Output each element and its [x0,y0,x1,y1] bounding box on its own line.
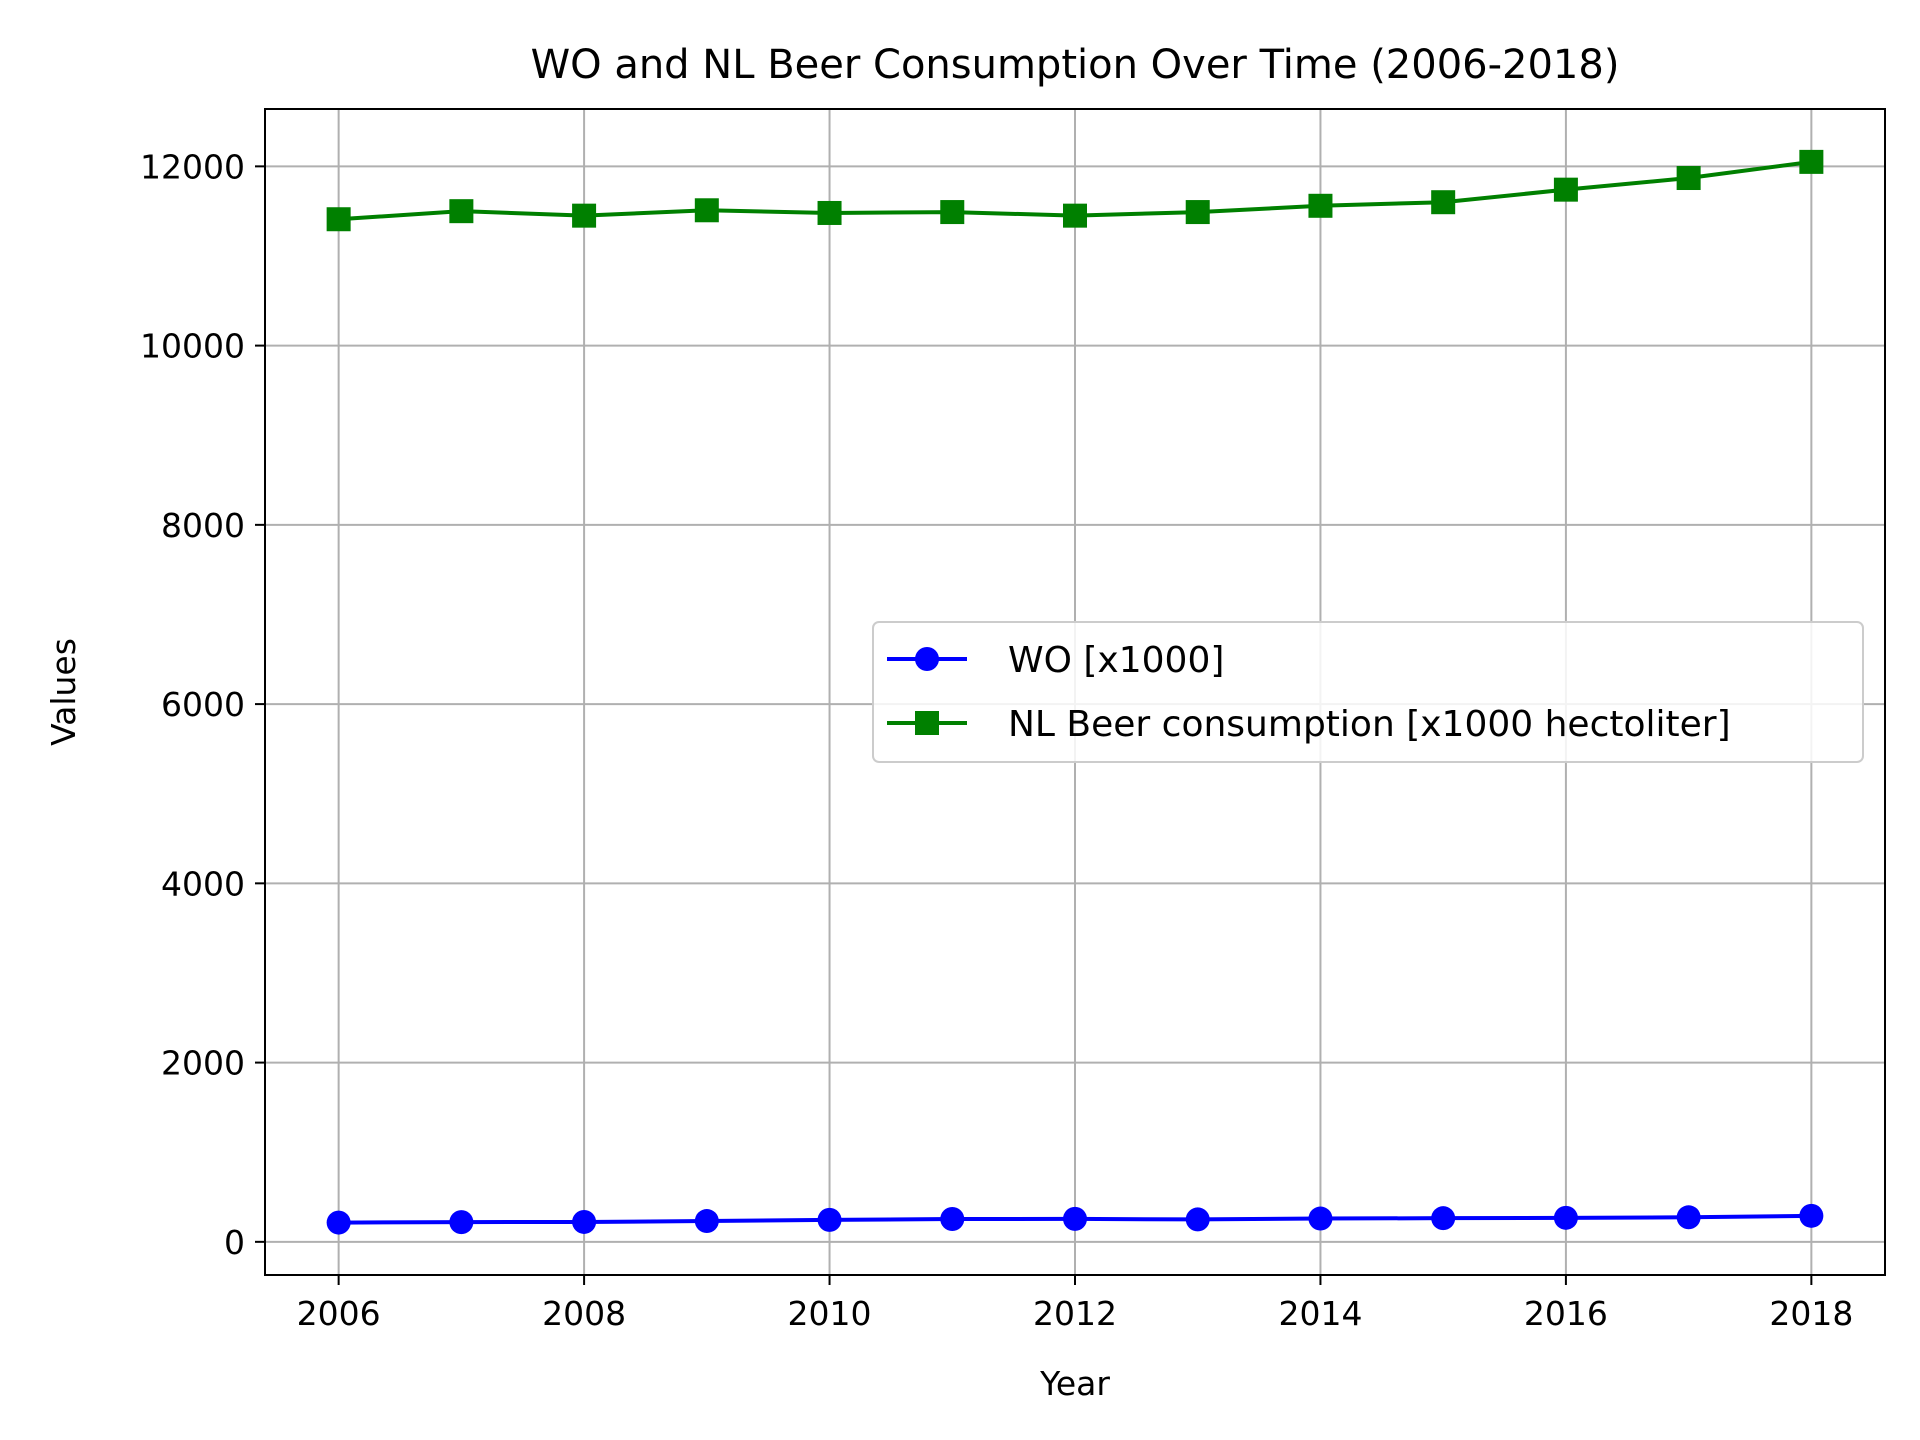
y-tick-label: 4000 [161,864,245,903]
x-axis-ticks: 2006 2008 2010 2012 2014 2016 2018 [297,1275,1853,1333]
x-tick-label: 2016 [1524,1294,1608,1333]
x-tick-label: 2006 [297,1294,381,1333]
y-tick-label: 0 [224,1223,245,1262]
legend-entry-nl-beer: NL Beer consumption [x1000 hectoliter] [887,704,1731,745]
data-point-circle [1799,1203,1824,1228]
legend-box [872,621,1864,763]
legend-marker-circle [915,647,939,671]
data-point-circle [572,1209,597,1234]
data-point-circle [1185,1207,1210,1232]
data-point-circle [817,1207,842,1232]
data-point-circle [1431,1206,1456,1231]
legend-entry-wo: WO [x1000] [887,640,1224,681]
data-point-square [1676,166,1701,191]
series-nl-beer [326,149,1824,232]
series-group [326,149,1824,1235]
data-point-square [1308,193,1333,218]
chart-title: WO and NL Beer Consumption Over Time (20… [531,42,1620,88]
y-tick-label: 12000 [140,147,245,186]
data-point-square [817,200,842,225]
x-tick-label: 2012 [1033,1294,1117,1333]
legend-marker-square [915,711,939,735]
data-point-square [1799,149,1824,174]
x-tick-label: 2008 [542,1294,626,1333]
data-point-square [1431,190,1456,215]
x-tick-label: 2014 [1278,1294,1362,1333]
data-point-circle [1063,1206,1087,1231]
x-tick-label: 2010 [788,1294,872,1333]
data-point-square [1185,200,1210,225]
data-point-circle [326,1210,351,1235]
data-point-circle [1553,1205,1578,1230]
y-tick-label: 2000 [161,1044,245,1083]
y-axis-title: Values [44,638,83,746]
legend-label-wo: WO [x1000] [1008,640,1224,681]
x-tick-label: 2018 [1769,1294,1853,1333]
data-point-circle [694,1209,719,1234]
data-point-circle [1308,1206,1333,1231]
data-point-square [1553,177,1578,202]
y-tick-label: 10000 [140,327,245,366]
data-point-circle [940,1206,965,1231]
y-tick-label: 8000 [161,506,245,545]
data-point-square [694,198,719,223]
y-axis-ticks: 0 2000 4000 6000 8000 10000 12000 [140,147,265,1262]
y-tick-label: 6000 [161,685,245,724]
data-point-square [940,200,965,225]
legend: WO [x1000] NL Beer consumption [x1000 he… [872,621,1864,763]
series-wo [326,1203,1824,1235]
data-point-circle [449,1210,474,1235]
data-point-square [572,203,597,228]
legend-label-nl-beer: NL Beer consumption [x1000 hectoliter] [1008,704,1731,745]
data-point-square [1063,203,1087,228]
x-axis-title: Year [1039,1364,1110,1403]
data-point-square [326,207,351,232]
data-point-square [449,199,474,224]
data-point-circle [1676,1205,1701,1230]
